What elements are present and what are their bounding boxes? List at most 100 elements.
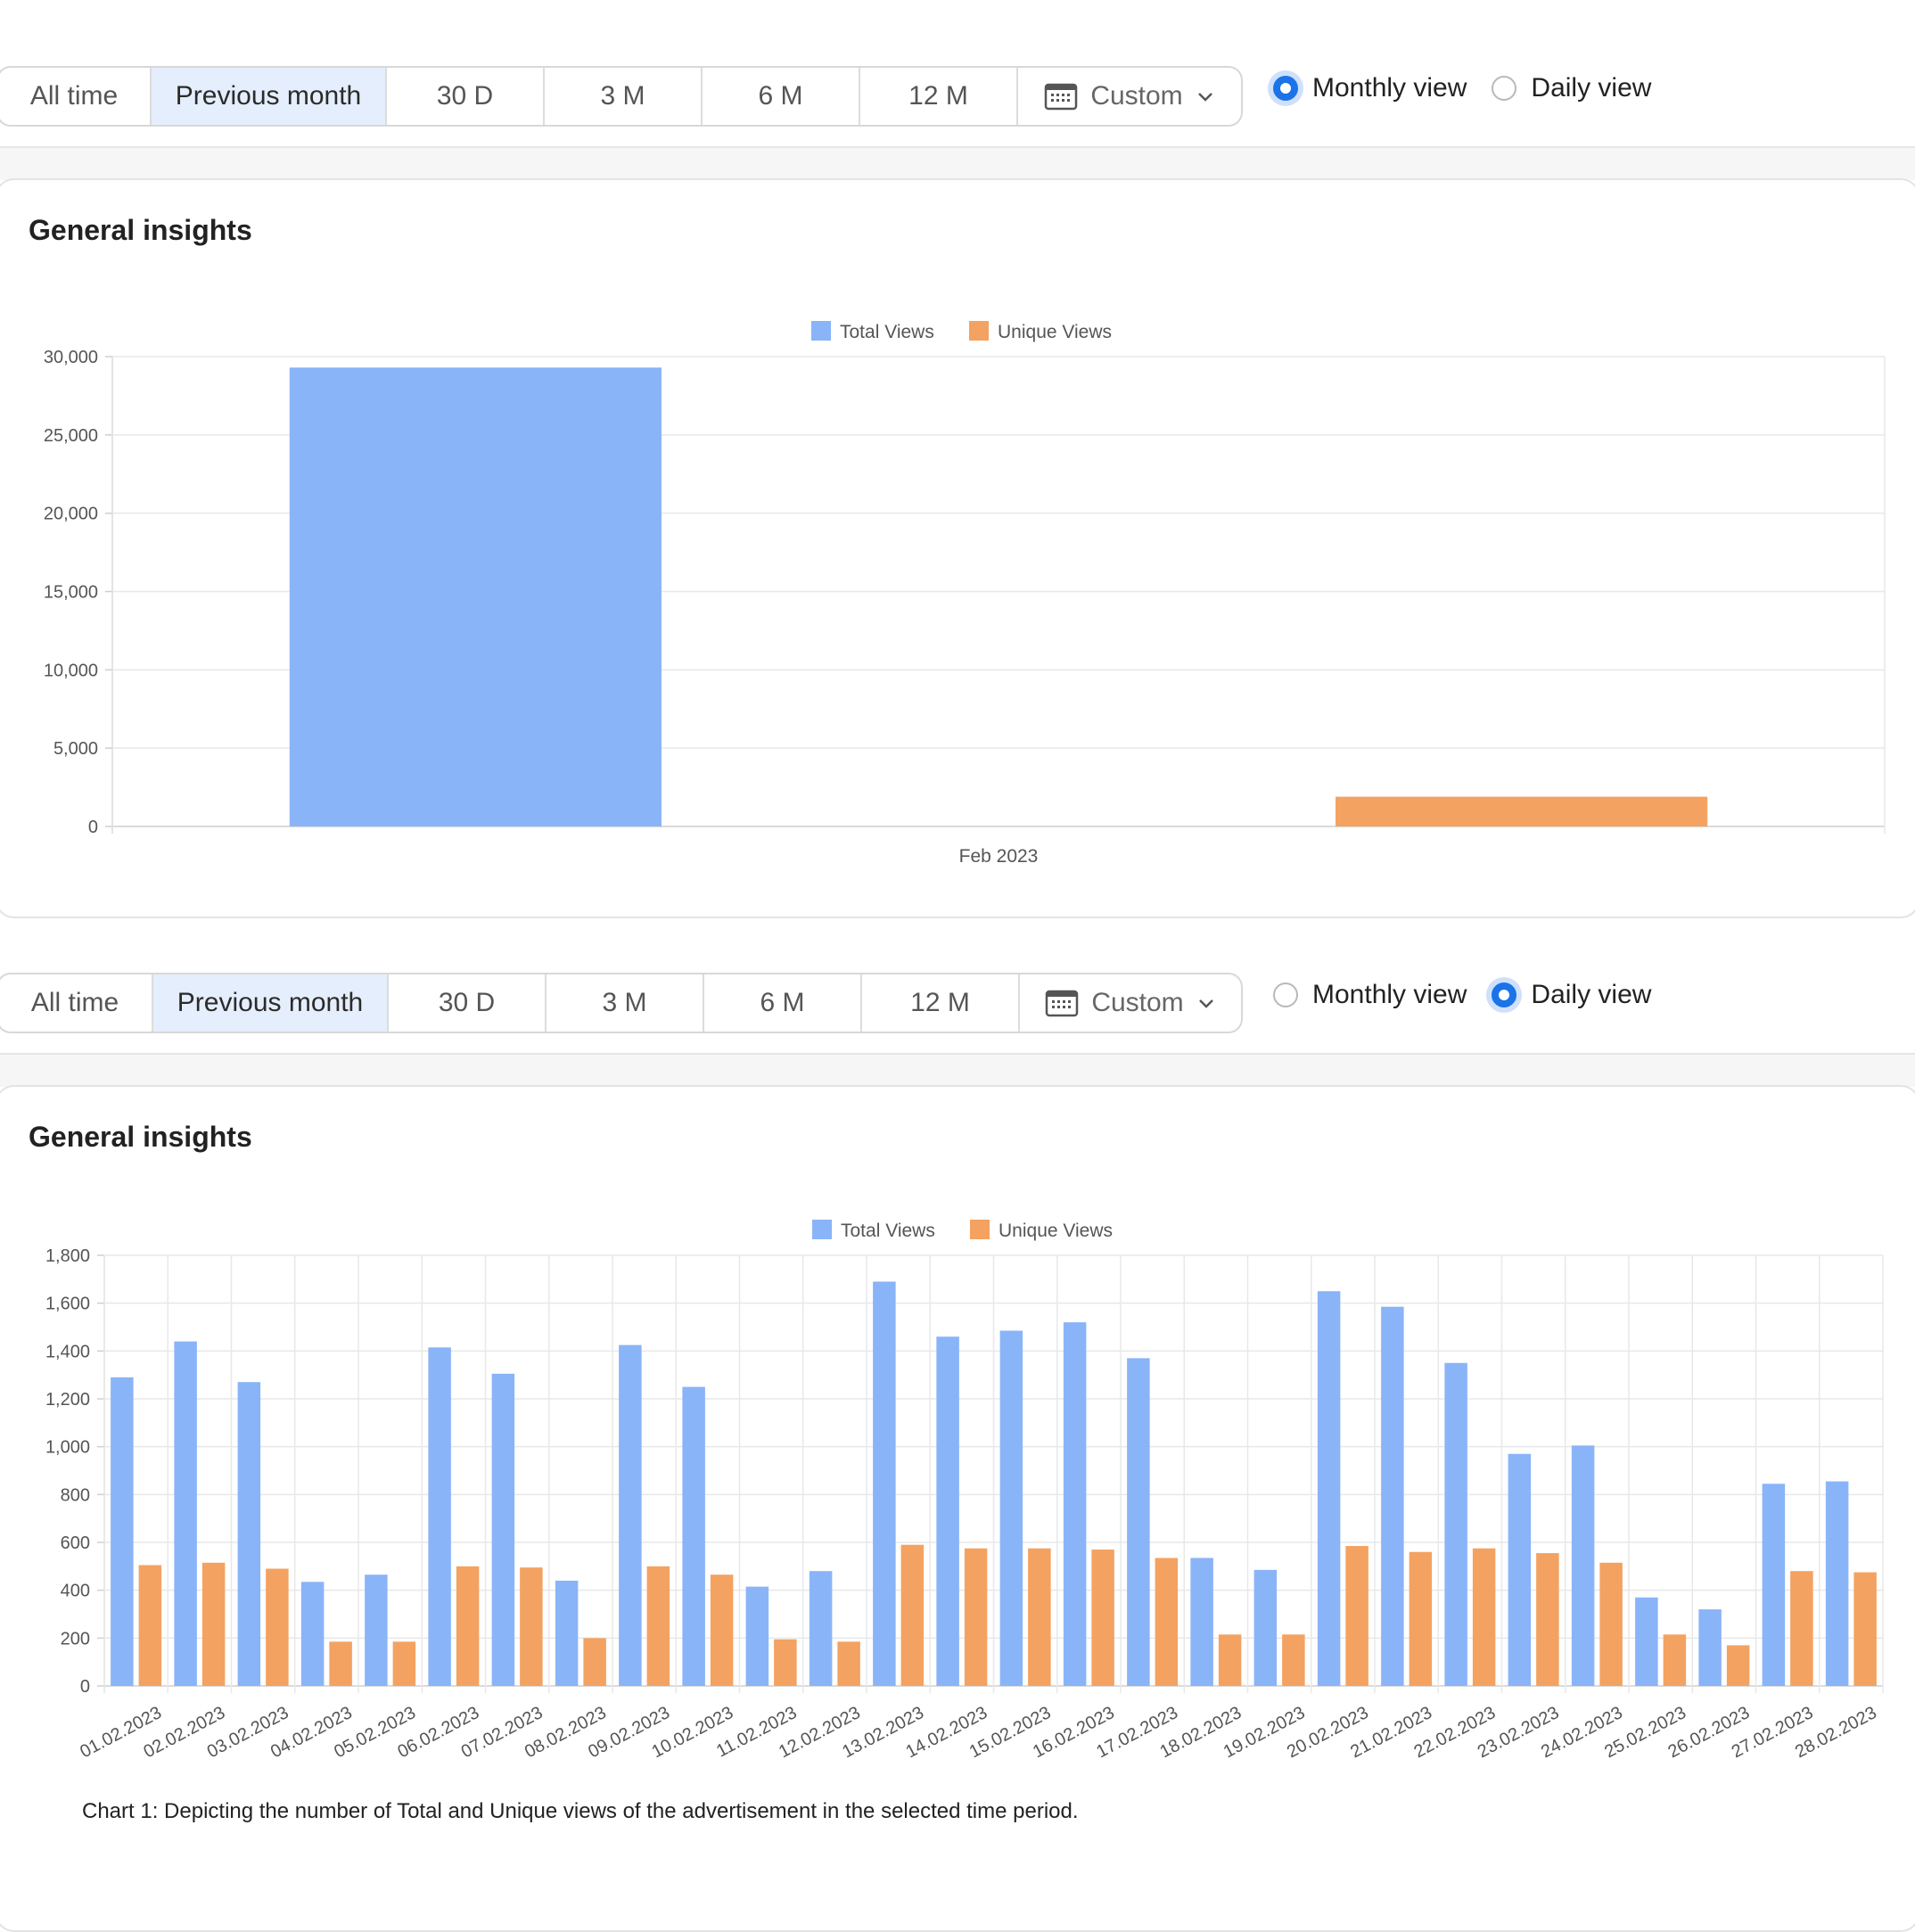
bar-total-views <box>1063 1322 1087 1686</box>
bar-total-views <box>936 1336 959 1686</box>
bar-total-views <box>1508 1453 1532 1686</box>
monthly-bar-chart: Total Views Unique Views 0 5,000 10,000 15,00… <box>44 321 1886 867</box>
bar-total-views <box>1762 1484 1786 1686</box>
view-mode-radio-group: Monthly view Daily view <box>1273 73 1651 103</box>
bar-total-views <box>1635 1597 1658 1686</box>
general-insights-card-monthly: General insights Total Views Unique Views… <box>0 178 1915 918</box>
bar-unique-views <box>201 1562 226 1686</box>
range-30d-button[interactable]: 30 D <box>389 974 547 1032</box>
daily-view-radio[interactable]: Daily view <box>1492 980 1651 1010</box>
legend-swatch-total <box>812 1220 832 1239</box>
range-custom-dropdown[interactable]: Custom <box>1020 974 1241 1032</box>
bar-total-views <box>174 1341 197 1686</box>
bar-unique-views <box>1218 1634 1242 1686</box>
calendar-icon <box>1045 83 1078 111</box>
bar-total-views <box>1571 1445 1595 1686</box>
range-all-time-button[interactable]: All time <box>0 974 153 1032</box>
radio-unchecked-indicator <box>1273 982 1298 1007</box>
range-12m-button[interactable]: 12 M <box>860 68 1018 125</box>
bar-unique-views <box>1853 1572 1877 1686</box>
monthly-view-label: Monthly view <box>1312 980 1467 1009</box>
y-tick-label: 1,200 <box>45 1390 90 1410</box>
bar-unique-views <box>1282 1634 1305 1686</box>
bar-unique-views <box>1599 1562 1623 1686</box>
legend-label-total: Total Views <box>840 322 934 342</box>
bar-unique-views <box>1536 1553 1559 1686</box>
bar-unique-views <box>1345 1546 1368 1686</box>
bar-total-views <box>491 1373 515 1686</box>
toolbar-daily: All time Previous month 30 D 3 M 6 M 12 … <box>0 973 1915 1071</box>
monthly-view-label: Monthly view <box>1312 73 1467 103</box>
range-custom-dropdown[interactable]: Custom <box>1018 68 1241 125</box>
bar-unique-views <box>138 1565 162 1686</box>
bar-total-views <box>1825 1481 1849 1686</box>
general-insights-card-daily: General insights Total Views Unique Views… <box>0 1085 1915 1932</box>
bar-unique-views <box>900 1544 925 1686</box>
view-mode-radio-group: Monthly view Daily view <box>1273 980 1651 1010</box>
range-3m-button[interactable]: 3 M <box>547 974 704 1032</box>
bar-total-views <box>809 1571 833 1686</box>
bar-total-views <box>555 1580 579 1686</box>
bar-total-views <box>999 1330 1023 1686</box>
bar-total-views <box>289 367 662 827</box>
date-range-segmented-control: All time Previous month 30 D 3 M 6 M 12 … <box>0 973 1243 1033</box>
radio-checked-indicator <box>1273 76 1298 101</box>
range-3m-button[interactable]: 3 M <box>545 68 703 125</box>
legend-label-total: Total Views <box>841 1221 935 1241</box>
range-previous-month-button[interactable]: Previous month <box>152 68 387 125</box>
bar-unique-views <box>456 1566 480 1686</box>
chevron-down-icon <box>1198 999 1213 1008</box>
range-6m-button[interactable]: 6 M <box>704 974 862 1032</box>
daily-view-radio[interactable]: Daily view <box>1492 73 1651 103</box>
daily-bar-chart: Total Views Unique Views 0 200 400 600 800 1,00… <box>45 1220 1884 1762</box>
bar-unique-views <box>1472 1548 1496 1686</box>
y-tick-label: 600 <box>61 1533 90 1553</box>
y-tick-label: 5,000 <box>53 739 98 759</box>
monthly-view-radio[interactable]: Monthly view <box>1273 980 1467 1010</box>
y-tick-label: 0 <box>80 1677 90 1697</box>
bar-unique-views <box>1409 1551 1433 1686</box>
range-12m-button[interactable]: 12 M <box>862 974 1020 1032</box>
y-tick-label: 15,000 <box>44 583 98 603</box>
y-tick-label: 20,000 <box>44 505 98 524</box>
bar-unique-views <box>583 1638 606 1686</box>
bar-unique-views <box>837 1641 860 1686</box>
range-previous-month-button[interactable]: Previous month <box>153 974 389 1032</box>
bar-unique-views <box>1091 1550 1114 1686</box>
bar-total-views <box>619 1344 642 1686</box>
bar-unique-views <box>646 1566 670 1686</box>
calendar-icon <box>1046 990 1079 1017</box>
card-title: General insights <box>29 1121 252 1153</box>
bar-total-views <box>365 1574 388 1686</box>
card-title: General insights <box>29 214 252 246</box>
y-tick-label: 400 <box>61 1582 90 1601</box>
section-divider <box>0 1053 1915 1087</box>
y-tick-label: 1,400 <box>45 1342 90 1361</box>
y-tick-label: 200 <box>61 1629 90 1648</box>
bar-unique-views <box>1155 1558 1179 1686</box>
y-tick-label: 800 <box>61 1485 90 1505</box>
custom-label: Custom <box>1091 988 1184 1017</box>
date-range-segmented-control: All time Previous month 30 D 3 M 6 M 12 … <box>0 66 1243 127</box>
y-tick-label: 1,600 <box>45 1295 90 1314</box>
bar-total-views <box>1190 1558 1213 1686</box>
range-6m-button[interactable]: 6 M <box>703 68 860 125</box>
bar-unique-views <box>392 1641 416 1686</box>
bar-unique-views <box>520 1567 543 1686</box>
bar-unique-views <box>774 1639 797 1686</box>
legend-label-unique: Unique Views <box>999 1221 1113 1241</box>
x-tick-label: Feb 2023 <box>959 846 1039 867</box>
bar-total-views <box>873 1281 896 1686</box>
legend-swatch-unique <box>969 321 989 341</box>
bar-unique-views <box>1790 1571 1813 1686</box>
range-30d-button[interactable]: 30 D <box>387 68 545 125</box>
bar-total-views <box>745 1586 769 1686</box>
bar-unique-views <box>1726 1645 1750 1686</box>
range-all-time-button[interactable]: All time <box>0 68 152 125</box>
bar-total-views <box>1444 1362 1467 1686</box>
monthly-view-radio[interactable]: Monthly view <box>1273 73 1467 103</box>
legend-label-unique: Unique Views <box>998 322 1112 342</box>
section-divider <box>0 146 1915 180</box>
bar-unique-views <box>329 1641 352 1686</box>
bar-total-views <box>1381 1306 1404 1686</box>
